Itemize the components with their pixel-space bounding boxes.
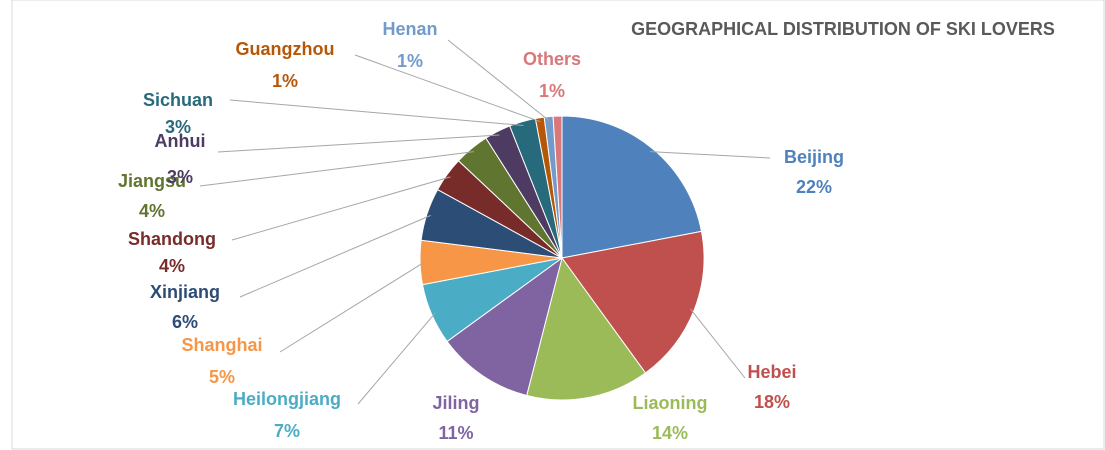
slice-value-label: 1%: [272, 71, 298, 91]
slice-label: Heilongjiang: [233, 389, 341, 409]
leader-line: [231, 176, 451, 241]
slice-value-label: 1%: [539, 81, 565, 101]
slice-label: Liaoning: [633, 393, 708, 413]
leader-line: [229, 99, 524, 126]
slice-value-label: 4%: [139, 201, 165, 221]
slice-value-label: 3%: [165, 117, 191, 137]
slice-label: Jiangsu: [118, 171, 186, 191]
leader-line: [689, 308, 746, 379]
leader-line: [649, 151, 771, 159]
slice-value-label: 11%: [438, 423, 473, 443]
slice-label: Guangzhou: [236, 39, 335, 59]
chart-title: GEOGRAPHICAL DISTRIBUTION OF SKI LOVERS: [631, 19, 1055, 39]
slice-label: Xinjiang: [150, 282, 220, 302]
slice-value-label: 7%: [274, 421, 300, 441]
slice-value-label: 3%: [167, 167, 193, 187]
slice-value-label: 4%: [159, 256, 185, 276]
pie-slice: [552, 115, 563, 259]
leader-line: [447, 39, 550, 122]
pie-slice: [526, 256, 647, 401]
slice-value-label: 18%: [754, 392, 790, 412]
slice-value-label: 5%: [209, 367, 235, 387]
chart-frame: [11, 0, 1105, 450]
leader-line: [199, 151, 475, 187]
slice-value-label: 6%: [172, 312, 198, 332]
slice-label: Shanghai: [181, 335, 262, 355]
slice-value-label: 1%: [397, 51, 423, 71]
slice-label: Hebei: [747, 362, 796, 382]
slice-value-label: 22%: [796, 177, 832, 197]
leader-line: [239, 214, 431, 298]
pie-slice: [561, 115, 703, 259]
slice-label: Beijing: [784, 147, 844, 167]
leader-line: [357, 312, 436, 405]
leader-line: [217, 134, 500, 153]
slice-label: Sichuan: [143, 90, 213, 110]
leader-line: [279, 261, 425, 353]
pie-slice: [561, 230, 705, 374]
slice-label: Anhui: [155, 131, 206, 151]
slice-label: Others: [523, 49, 581, 69]
slice-value-label: 14%: [652, 423, 688, 443]
leader-line: [354, 54, 541, 123]
pie-slice: [446, 256, 563, 397]
slice-label: Henan: [382, 19, 437, 39]
slice-label: Jiling: [432, 393, 479, 413]
slice-label: Shandong: [128, 229, 216, 249]
